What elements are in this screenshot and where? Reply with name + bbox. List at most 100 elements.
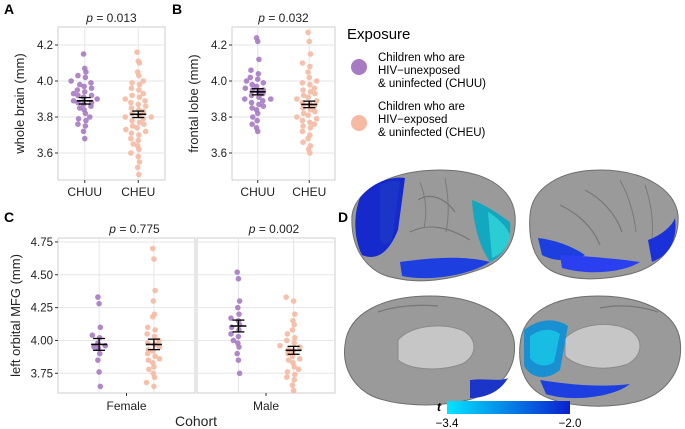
panel-b-point-cheu (305, 94, 311, 100)
panel-c-female-point-cheu (151, 383, 157, 390)
panel-a-point-cheu (134, 49, 140, 55)
panel-c-female-point-chuu (96, 350, 103, 357)
panel-c-male-point-cheu (292, 371, 298, 378)
panel-b-ylabel: frontal lobe (mm) (186, 54, 201, 152)
colorbar-gradient (447, 401, 570, 414)
panel-b-point-cheu (300, 87, 306, 93)
panel-a-point-chuu (75, 116, 82, 122)
panel-b-point-cheu (305, 112, 311, 118)
panel-a-point-chuu (75, 92, 81, 99)
panel-c-male-point-cheu (285, 357, 292, 363)
panel-b-xtick-label: CHUU (240, 185, 275, 199)
panel-c-female-point-chuu (91, 344, 97, 350)
panel-b-point-chuu (254, 76, 261, 82)
panel-b-point-chuu (259, 98, 266, 104)
panel-b-ytick-label: 3.6 (211, 148, 227, 160)
panel-c-female-point-chuu (96, 335, 103, 341)
panel-c-male-title: p = 0.002 (248, 222, 300, 236)
legend-cheu-line-1: Children who are (378, 101, 465, 113)
panel-c-female-point-cheu (143, 379, 150, 386)
panel-c-male-point-cheu (290, 387, 297, 394)
panel-label-d: D (338, 209, 348, 225)
panel-c-female-point-cheu (149, 245, 156, 252)
panel-c-male-facet-label: Male (253, 399, 279, 413)
panel-b-point-chuu (253, 107, 260, 113)
panel-a-chart: 3.6 3.8 4.0 4.2 CHUU CHEU p = 0.013 whole brain… (12, 11, 166, 199)
panel-c-male-point-cheu (284, 369, 291, 375)
panel-b-ytick-label: 4.2 (211, 40, 227, 52)
panel-c-male-point-cheu (291, 340, 298, 346)
panel-c-female-point-cheu (146, 366, 152, 373)
panel-b-point-cheu (300, 139, 306, 145)
panel-a-point-cheu (135, 58, 142, 64)
panel-a-point-chuu (82, 123, 89, 129)
panel-c-female-point-cheu (152, 353, 158, 360)
panel-c-chart: 3.75 4.00 4.25 4.50 4.75 p = 0.775 Female p = 0… (8, 222, 336, 429)
panel-a-point-chuu (86, 114, 93, 120)
legend-chuu-line-1: Children who are (378, 52, 465, 64)
panel-c-female-point-cheu (152, 327, 158, 333)
panel-c-female-point-chuu (89, 332, 96, 339)
panel-c-female-point-cheu (151, 256, 157, 262)
panel-a-point-cheu (136, 81, 143, 88)
panel-c-male-point-cheu (290, 317, 296, 324)
panel-c-male-point-cheu (290, 298, 297, 304)
colorbar-label: t (437, 400, 442, 414)
panel-c-female-point-cheu (156, 344, 163, 350)
panel-b-point-chuu (248, 99, 255, 106)
panel-b-point-chuu (249, 121, 255, 127)
legend: Exposure Children who are HIV−unexposed … (347, 26, 486, 139)
panel-b-point-chuu (248, 92, 255, 99)
panel-b-point-cheu (313, 98, 320, 104)
panel-b-point-chuu (256, 56, 262, 63)
legend-cheu-line-3: & uninfected (CHEU) (378, 127, 486, 139)
panel-b-point-cheu (312, 90, 318, 97)
legend-chuu-line-2: HIV−unexposed (378, 65, 460, 77)
panel-a-point-chuu (88, 80, 94, 86)
panel-c-female-point-chuu (96, 369, 102, 375)
panel-b-point-cheu (307, 107, 314, 113)
panel-b-ytick-label: 4.0 (211, 76, 227, 88)
panel-b-point-cheu (307, 63, 313, 70)
brain-right-medial (519, 295, 682, 407)
legend-swatch-cheu (351, 115, 367, 131)
panel-a-point-cheu (135, 101, 142, 108)
panel-c-female-point-cheu (156, 356, 163, 362)
panel-b-point-chuu (249, 81, 255, 88)
panel-b-point-cheu (305, 69, 311, 75)
panel-c-male-point-chuu (236, 370, 243, 377)
panel-a-point-cheu (128, 105, 135, 111)
panel-a-point-chuu (74, 87, 81, 93)
panel-a-point-chuu (80, 128, 87, 135)
panel-a-ylabel: whole brain (mm) (12, 53, 27, 154)
panel-a-point-cheu (130, 141, 137, 147)
panel-c-ytick-label: 4.50 (31, 270, 53, 282)
panel-c-male-point-chuu (236, 298, 243, 304)
panel-a-point-chuu (80, 51, 87, 57)
panel-a-point-cheu (140, 78, 147, 84)
panel-c-female-facet-label: Female (106, 399, 146, 413)
panel-a-point-cheu (136, 119, 143, 126)
panel-a-xtick-label: CHUU (67, 185, 102, 199)
panel-b-point-cheu (313, 116, 320, 122)
panel-a-point-cheu (129, 92, 135, 99)
panel-c-female-point-cheu (144, 331, 150, 337)
panel-a-point-chuu (70, 98, 77, 104)
panel-a-point-chuu (68, 78, 74, 84)
legend-chuu-line-3: & uninfected (CHUU) (378, 78, 486, 90)
panel-c-xlabel: Cohort (175, 413, 217, 429)
panel-a-xtick-label: CHEU (121, 185, 155, 199)
panel-b-point-cheu (300, 123, 306, 129)
panel-c-female-point-chuu (96, 300, 102, 307)
panel-c-male-point-cheu (297, 344, 303, 350)
panel-a-point-chuu (75, 121, 81, 127)
colorbar-max-label: −2.0 (559, 418, 582, 429)
panel-c-ytick-label: 4.75 (31, 237, 53, 249)
panel-a-point-chuu (81, 107, 87, 113)
panel-a-point-chuu (88, 85, 95, 91)
panel-a-point-cheu (128, 85, 135, 91)
panel-b-point-cheu (313, 78, 320, 84)
panel-b-point-cheu (294, 114, 300, 120)
panel-b-point-cheu (300, 105, 306, 111)
